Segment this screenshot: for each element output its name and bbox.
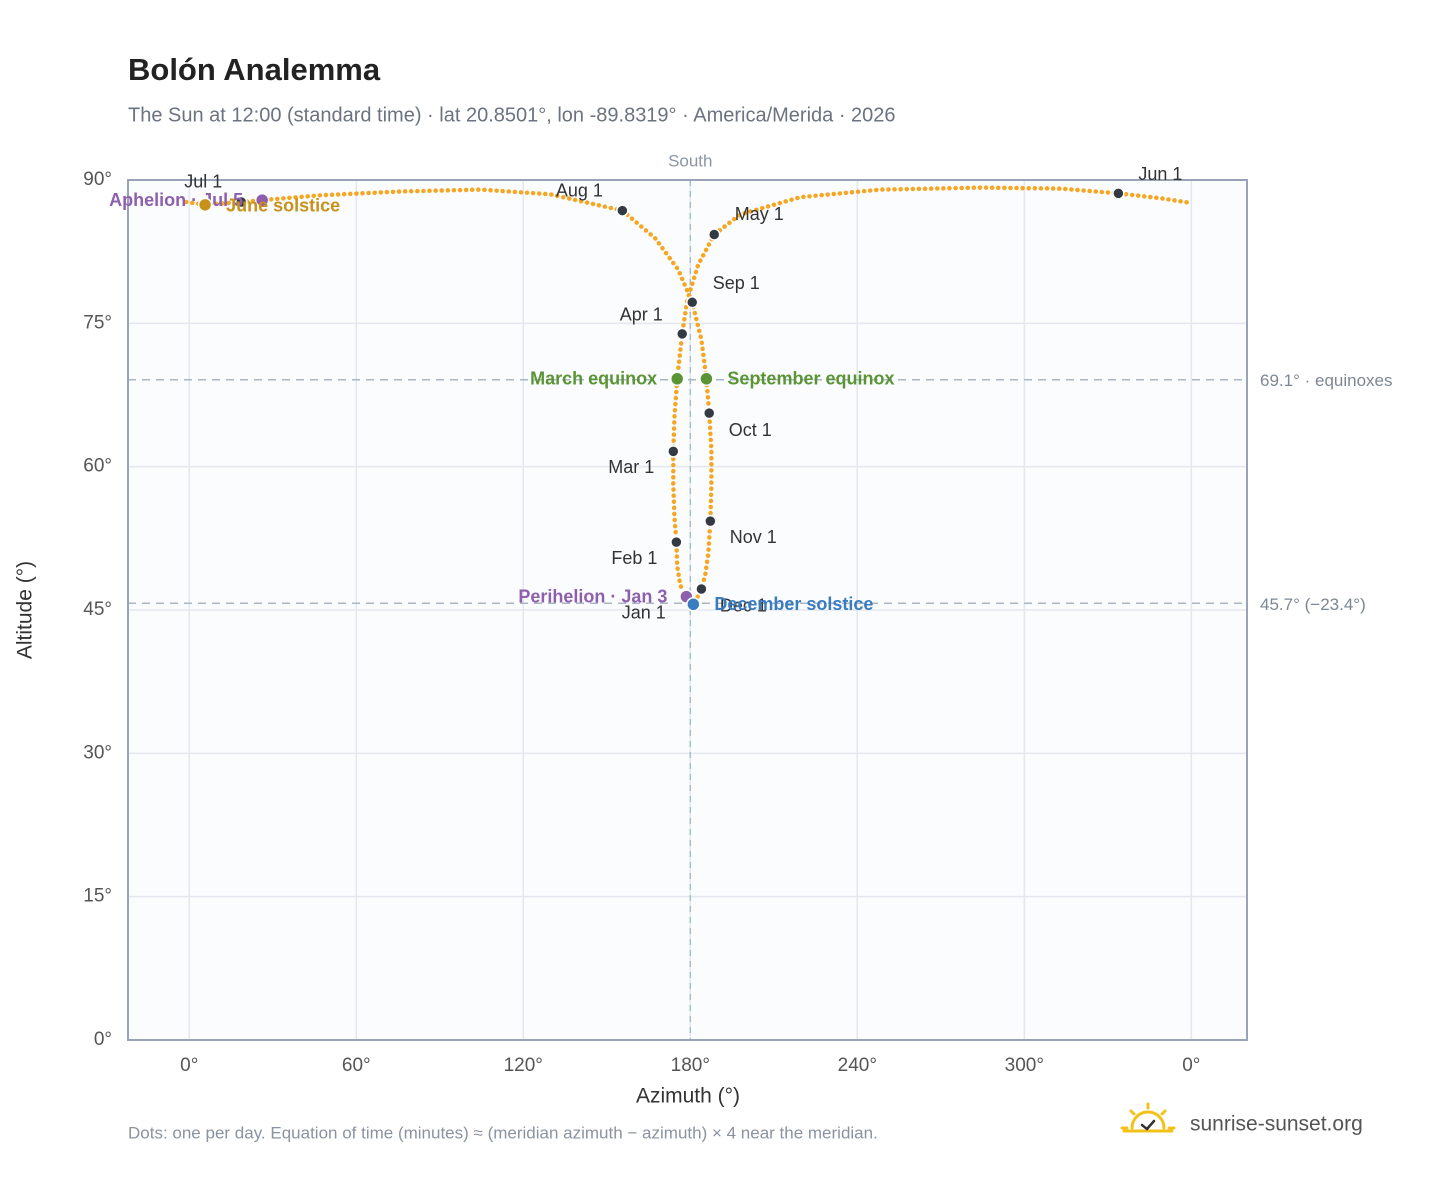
month-marker (685, 296, 699, 309)
x-tick-label: 120° (504, 1055, 543, 1076)
month-marker (707, 228, 721, 241)
month-label: Nov 1 (730, 527, 777, 547)
event-label: September equinox (727, 369, 894, 389)
y-tick-label: 60° (83, 456, 112, 477)
month-label: Oct 1 (729, 420, 772, 440)
reference-label: 45.7° (−23.4°) (1260, 595, 1366, 614)
footnote: Dots: one per day. Equation of time (min… (128, 1123, 878, 1142)
event-label: Perihelion · Jan 3 (518, 586, 667, 606)
event-marker (254, 192, 270, 208)
x-tick-label: 0° (180, 1055, 198, 1076)
month-marker (704, 514, 717, 528)
chart-subtitle: The Sun at 12:00 (standard time) · lat 2… (128, 104, 896, 126)
y-tick-label: 0° (94, 1029, 112, 1050)
month-label: Mar 1 (608, 457, 654, 477)
month-label: Apr 1 (620, 305, 663, 325)
y-tick-label: 75° (83, 312, 112, 333)
x-tick-label: 60° (342, 1055, 371, 1076)
y-tick-label: 15° (83, 886, 112, 907)
event-marker (197, 197, 213, 213)
event-label: June solstice (226, 196, 340, 216)
x-tick-label: 180° (671, 1055, 710, 1076)
month-marker (616, 204, 629, 217)
month-marker (702, 406, 716, 420)
event-marker (699, 371, 714, 387)
x-tick-label: 0° (1182, 1055, 1200, 1076)
month-label: Feb 1 (611, 548, 657, 568)
month-marker (670, 535, 683, 549)
month-label: Sep 1 (713, 273, 760, 293)
reference-label: 69.1° · equinoxes (1260, 371, 1393, 390)
y-tick-label: 90° (83, 169, 112, 190)
plot-border (127, 179, 1248, 1041)
x-tick-label: 240° (838, 1055, 877, 1076)
month-marker (667, 445, 680, 458)
month-label: Jul 1 (184, 172, 222, 192)
month-label: Jan 1 (622, 602, 666, 622)
month-label: Dec 1 (720, 596, 767, 616)
event-label: Aphelion · Jul 5 (109, 190, 243, 210)
month-marker (1112, 187, 1125, 200)
brand: sunrise-sunset.org (1190, 1113, 1363, 1136)
y-axis-title: Altitude (°) (14, 561, 37, 659)
month-marker (235, 195, 248, 209)
x-axis-title: Azimuth (°) (636, 1085, 740, 1108)
month-marker (675, 327, 689, 341)
month-label: Aug 1 (556, 180, 603, 200)
month-label: May 1 (735, 204, 784, 224)
chart-title: Bolón Analemma (128, 52, 381, 87)
month-label: Jun 1 (1138, 164, 1182, 184)
meridian-label: South (668, 151, 712, 170)
event-marker (686, 597, 701, 612)
event-label: December solstice (714, 594, 873, 614)
event-marker (669, 371, 685, 387)
event-label: March equinox (530, 369, 657, 389)
x-tick-label: 300° (1005, 1055, 1044, 1076)
y-tick-label: 45° (83, 599, 112, 620)
y-tick-label: 30° (83, 742, 112, 763)
month-marker (695, 582, 708, 596)
brand-logo (1120, 1102, 1176, 1133)
